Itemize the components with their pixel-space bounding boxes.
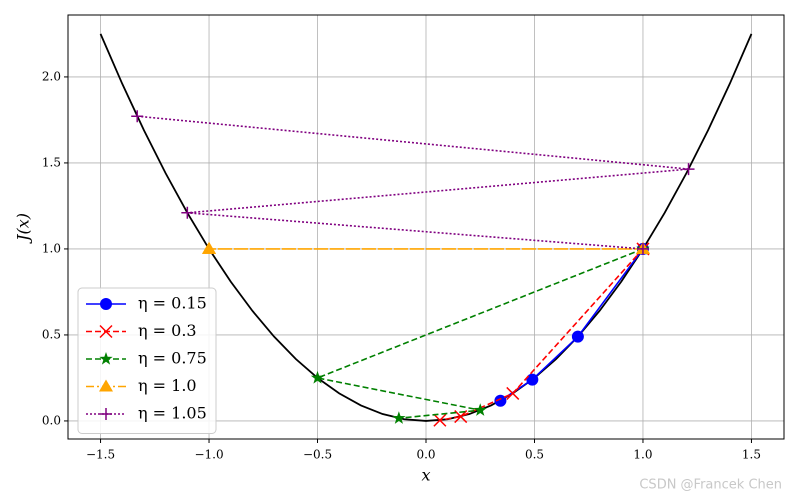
legend-box — [77, 287, 217, 434]
y-tick-label: 1.0 — [42, 241, 61, 255]
legend-label: η = 1.0 — [138, 376, 197, 395]
marker — [310, 370, 325, 384]
marker — [494, 394, 507, 407]
legend-label: η = 0.3 — [138, 321, 197, 340]
y-axis-label: J(x) — [14, 213, 33, 244]
marker — [506, 386, 520, 400]
marker — [433, 413, 447, 427]
legend-label: η = 0.75 — [138, 349, 207, 368]
legend-label: η = 0.15 — [138, 294, 207, 313]
x-tick-label: −1.0 — [194, 448, 223, 462]
marker — [181, 206, 194, 219]
legend-marker — [99, 379, 113, 392]
series-line — [137, 115, 689, 250]
legend-marker — [100, 298, 112, 310]
x-tick-label: −0.5 — [303, 448, 332, 462]
series-line — [314, 248, 644, 420]
marker — [202, 241, 217, 254]
marker — [526, 373, 539, 386]
legend-marker — [99, 324, 113, 339]
marker — [636, 242, 649, 255]
marker — [392, 411, 406, 424]
watermark: CSDN @Francek Chen — [639, 478, 782, 493]
plot-frame — [67, 14, 785, 440]
legend-label: η = 1.05 — [138, 404, 207, 423]
marker — [473, 403, 487, 416]
x-tick-label: 0.0 — [416, 448, 435, 462]
marker — [131, 110, 144, 123]
x-tick-label: 0.5 — [525, 448, 544, 462]
y-tick-label: 2.0 — [42, 69, 61, 83]
x-tick-label: 1.5 — [742, 448, 761, 462]
x-tick-label: −1.5 — [86, 448, 115, 462]
y-tick-label: 0.5 — [42, 327, 61, 341]
series-line — [439, 248, 644, 422]
y-tick-label: 0.0 — [42, 413, 61, 427]
marker — [682, 163, 695, 176]
y-tick-label: 1.5 — [42, 155, 61, 169]
marker — [454, 410, 468, 424]
legend-marker — [99, 352, 113, 365]
x-tick-label: 1.0 — [633, 448, 652, 462]
x-axis-label: x — [421, 466, 430, 485]
marker — [571, 330, 584, 343]
legend-marker — [100, 408, 112, 420]
